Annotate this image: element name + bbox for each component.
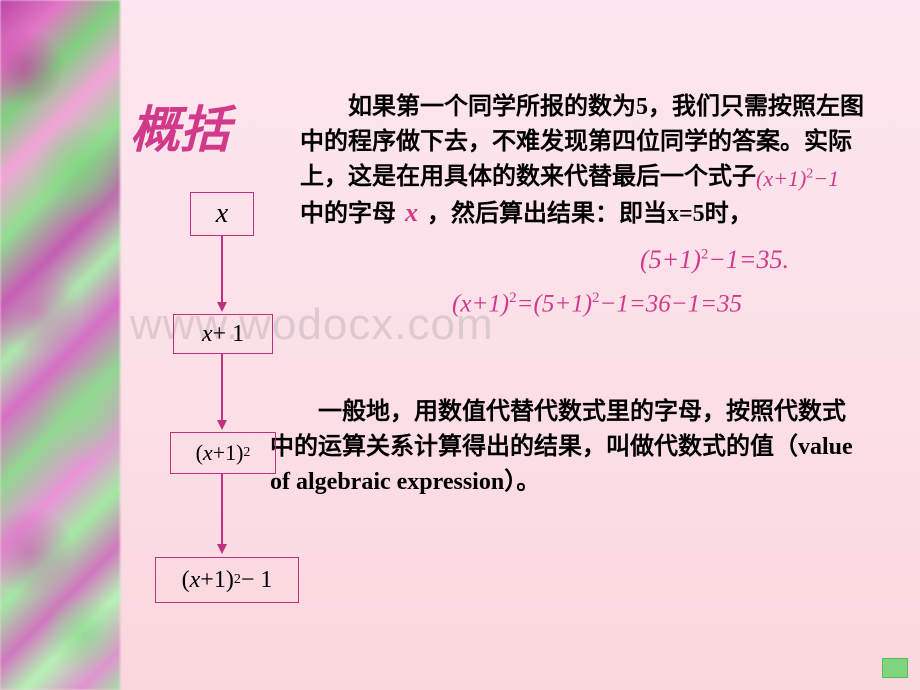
paragraph-2: 一般地，用数值代替代数式里的字母，按照代数式中的运算关系计算得出的结果，叫做代数… [270,395,860,499]
box4d: 2 [234,572,241,588]
f1e: −1 [813,166,839,191]
formula-result-2: (x+1)2=(5+1)2−1=36−1=35 [452,290,742,318]
f1c: +1) [773,166,806,191]
box3c: +1) [213,440,244,466]
arrow-head [217,420,227,430]
f2b: 5+1 [649,245,693,274]
box1-content: x [216,198,228,230]
inline-variable-x: x [402,198,421,227]
f2e: −1=35. [708,245,789,274]
f2a: ( [640,245,649,274]
flow-box-1: x [190,192,254,236]
box3a: ( [196,440,203,466]
para1-text-c: ，然后算出结果：即当x=5时， [427,201,753,227]
arrow-head [217,544,227,554]
paragraph-1: 如果第一个同学所报的数为5，我们只需按照左图中的程序做下去，不难发现第四位同学的… [300,90,880,232]
formula-result-1: (5+1)2−1=35. [640,245,789,275]
formula-inline-1: (x+1)2−1 [756,163,839,195]
box4e: − 1 [241,567,273,594]
box4c: +1) [200,567,234,594]
arrow-head [217,302,227,312]
arrow-line [221,236,223,302]
f3b: x [460,290,471,317]
f3c: +1) [471,290,509,317]
f3f: 2 [592,290,600,306]
box2b: + 1 [213,321,245,348]
arrow-line [221,354,223,420]
flow-box-3: (x +1)2 [170,432,276,474]
f3d: 2 [509,290,517,306]
box4b: x [190,567,201,594]
box3b: x [203,440,213,466]
flow-box-2: x + 1 [173,314,273,354]
f2c: ) [692,245,701,274]
decorative-left-strip [0,0,120,690]
arrow-line [221,474,223,544]
box3d: 2 [243,445,250,461]
flow-box-4: (x +1)2 − 1 [155,557,299,603]
para1-text-b: 中的字母 [300,201,396,227]
f3g: −1=36−1=35 [600,290,742,317]
corner-nav-button[interactable] [882,658,908,678]
box2a: x [202,321,213,348]
f1b: x [763,166,773,191]
box4a: ( [182,567,190,594]
f3e: =(5+1) [517,290,592,317]
slide-title: 概括 [130,90,230,162]
